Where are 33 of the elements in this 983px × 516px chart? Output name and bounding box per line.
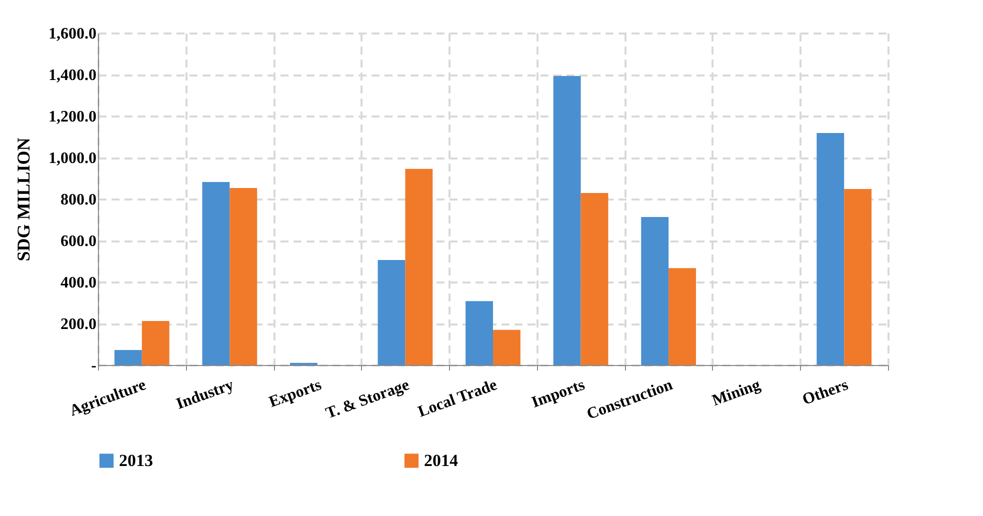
bar: [493, 330, 520, 365]
x-tick-label: Exports: [266, 376, 324, 412]
bar: [202, 182, 230, 365]
y-tick-label: 1,200.0: [48, 108, 96, 126]
x-tick-label: T. & Storage: [324, 376, 412, 422]
y-tick-label: 1,600.0: [48, 26, 96, 42]
bar: [405, 168, 433, 365]
bar: [668, 268, 696, 365]
legend-label: 2013: [119, 450, 153, 470]
bar: [114, 350, 142, 365]
legend-label: 2014: [424, 450, 458, 470]
bar: [641, 217, 669, 365]
bar: [580, 192, 608, 365]
y-tick-label: 600.0: [60, 233, 96, 250]
x-tick-label: Mining: [710, 376, 763, 410]
y-tick-label: -: [91, 358, 96, 374]
bar: [142, 321, 170, 365]
y-tick-label: 800.0: [60, 192, 96, 208]
y-tick-label: 400.0: [60, 274, 96, 292]
bar: [230, 188, 258, 365]
bar: [466, 301, 493, 365]
x-tick-label: Imports: [529, 376, 588, 412]
bar: [553, 76, 581, 365]
y-tick-label: 200.0: [60, 316, 96, 333]
bar: [844, 189, 872, 365]
y-tick-label: 1,000.0: [48, 150, 96, 167]
bar: [378, 260, 406, 365]
x-tick-label: Others: [800, 376, 850, 409]
x-tick-label: Local Trade: [416, 376, 500, 421]
bar: [816, 133, 844, 365]
y-tick-label: 1,400.0: [48, 67, 96, 84]
y-axis-title: SDG MILLION: [14, 138, 34, 262]
x-tick-label: Industry: [174, 376, 236, 413]
